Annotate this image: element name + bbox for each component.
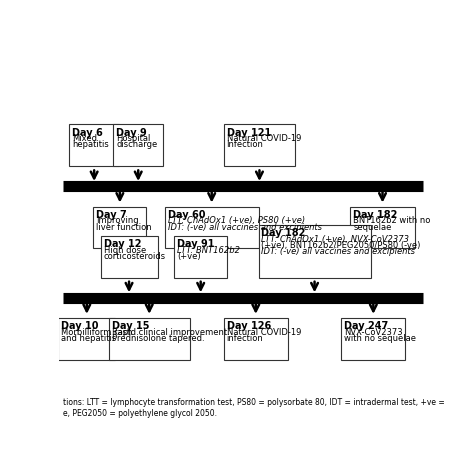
Text: Prednisolone tapered.: Prednisolone tapered. — [112, 334, 204, 343]
Text: infection: infection — [227, 334, 264, 343]
Text: Day 6: Day 6 — [73, 128, 103, 138]
Text: BNT162b2 with no: BNT162b2 with no — [353, 216, 431, 225]
Text: liver function: liver function — [96, 223, 152, 232]
Text: Morbilliform rash: Morbilliform rash — [61, 328, 133, 337]
Text: LTT: ChAdOx1 (+ve), NVX-CoV2373: LTT: ChAdOx1 (+ve), NVX-CoV2373 — [262, 235, 410, 244]
Bar — [165, 207, 258, 248]
Text: Rapid clinical improvement.: Rapid clinical improvement. — [112, 328, 229, 337]
Text: sequelae: sequelae — [353, 223, 392, 232]
Text: Day 9: Day 9 — [117, 128, 147, 138]
Text: hepatitis: hepatitis — [73, 140, 109, 149]
Text: Day 182: Day 182 — [262, 228, 306, 238]
Text: LTT: ChAdOx1 (+ve), PS80 (+ve): LTT: ChAdOx1 (+ve), PS80 (+ve) — [168, 216, 305, 225]
Text: discharge: discharge — [117, 140, 158, 149]
Text: Day 91: Day 91 — [177, 239, 215, 249]
Text: IDT: (-ve) all vaccines and excipients: IDT: (-ve) all vaccines and excipients — [168, 223, 322, 232]
Bar — [341, 318, 405, 360]
Text: Mixed: Mixed — [73, 134, 97, 143]
Text: Hospital: Hospital — [117, 134, 151, 143]
Bar — [100, 236, 157, 278]
Text: Day 10: Day 10 — [61, 321, 99, 331]
Text: and hepatitis: and hepatitis — [61, 334, 117, 343]
Bar — [113, 124, 163, 166]
Bar — [224, 318, 288, 360]
Bar — [109, 318, 190, 360]
Bar — [174, 236, 228, 278]
Text: Day 15: Day 15 — [112, 321, 149, 331]
Text: Improving: Improving — [96, 216, 139, 225]
Bar — [350, 207, 415, 248]
Text: Day 182: Day 182 — [353, 210, 398, 220]
Bar — [69, 124, 119, 166]
Text: Day 121: Day 121 — [227, 128, 271, 138]
Text: Day 12: Day 12 — [103, 239, 141, 249]
Bar — [224, 124, 295, 166]
Text: Day 7: Day 7 — [96, 210, 127, 220]
Bar — [258, 225, 371, 278]
Text: Natural COVID-19: Natural COVID-19 — [227, 328, 301, 337]
Text: (+ve), BNT162b2/PEG2050/PS80 (-ve): (+ve), BNT162b2/PEG2050/PS80 (-ve) — [262, 241, 421, 250]
Text: Natural COVID-19: Natural COVID-19 — [227, 134, 301, 143]
Text: Day 60: Day 60 — [168, 210, 205, 220]
Text: (+ve): (+ve) — [177, 252, 201, 261]
Text: Day 247: Day 247 — [344, 321, 388, 331]
Bar — [58, 318, 115, 360]
Bar — [93, 207, 146, 248]
Text: corticosteroids: corticosteroids — [103, 252, 165, 261]
Text: Day 126: Day 126 — [227, 321, 271, 331]
Text: LTT: BNT162b2: LTT: BNT162b2 — [177, 246, 240, 255]
Text: e, PEG2050 = polyethylene glycol 2050.: e, PEG2050 = polyethylene glycol 2050. — [63, 409, 217, 418]
Text: with no sequelae: with no sequelae — [344, 334, 416, 343]
Text: tions: LTT = lymphocyte transformation test, PS80 = polysorbate 80, IDT = intrad: tions: LTT = lymphocyte transformation t… — [63, 398, 445, 407]
Text: Infection: Infection — [227, 140, 264, 149]
Text: NVX-CoV2373: NVX-CoV2373 — [344, 328, 403, 337]
Text: IDT: (-ve) all vaccines and excipients: IDT: (-ve) all vaccines and excipients — [262, 247, 416, 256]
Text: High dose: High dose — [103, 246, 146, 255]
